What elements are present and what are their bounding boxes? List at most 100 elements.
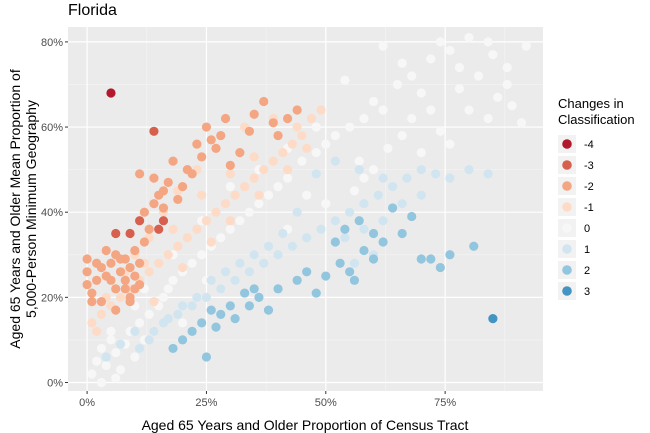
data-point-class--1 (225, 169, 235, 179)
data-point-class--2 (149, 173, 159, 183)
data-point-class-2 (368, 254, 379, 264)
data-point-class-1 (349, 258, 360, 268)
data-point-class-0 (225, 182, 235, 192)
data-point-class-2 (445, 250, 455, 260)
data-point-class--1 (230, 190, 240, 200)
legend-label: -2 (584, 181, 594, 193)
data-point-class--2 (216, 130, 226, 141)
legend-entry: -1 (558, 198, 594, 216)
data-point-class-2 (187, 326, 197, 336)
legend-title-line-1: Changes in (558, 96, 624, 111)
legend-swatch (562, 160, 572, 170)
data-point-class-2 (273, 284, 283, 294)
x-tick-label: 25% (195, 397, 217, 409)
legend-swatch (562, 202, 572, 212)
data-point-class-1 (464, 165, 474, 175)
data-point-class--1 (287, 139, 297, 149)
data-point-class--2 (125, 296, 135, 307)
data-point-class-2 (335, 258, 345, 268)
data-point-class--2 (135, 258, 145, 268)
data-point-class-0 (464, 33, 474, 43)
data-point-class-1 (378, 173, 388, 183)
data-point-class-1 (130, 326, 140, 336)
legend-label: -3 (584, 160, 594, 172)
data-point-class-0 (273, 182, 283, 192)
data-point-class-0 (168, 275, 178, 285)
data-point-class-1 (249, 250, 259, 260)
data-point-class-2 (368, 228, 379, 239)
data-point-class-0 (311, 147, 321, 158)
data-point-class-2 (211, 322, 221, 332)
data-point-class--1 (168, 224, 178, 234)
data-point-class--1 (306, 113, 317, 124)
data-point-class-0 (426, 54, 436, 64)
data-point-class-1 (192, 292, 202, 302)
data-point-class-0 (225, 224, 235, 234)
legend-entry: 1 (558, 240, 590, 258)
data-point-class-1 (292, 207, 302, 217)
data-point-class--1 (173, 241, 183, 251)
legend-swatch (562, 265, 572, 275)
data-point-class-1 (201, 292, 212, 302)
x-axis-ticks: 0% 25% 50% 75% (79, 391, 456, 409)
data-point-class-0 (378, 105, 388, 115)
data-point-class-0 (163, 284, 173, 294)
data-point-class-2 (345, 267, 355, 277)
data-point-class-0 (383, 143, 393, 153)
data-point-class-2 (230, 314, 240, 324)
data-point-class--2 (177, 182, 188, 192)
data-point-class--2 (92, 258, 102, 268)
data-point-class--2 (292, 105, 302, 115)
data-point-class--1 (197, 190, 207, 200)
data-point-class--2 (82, 279, 92, 290)
data-point-class-0 (521, 41, 531, 51)
data-point-class--2 (82, 267, 92, 277)
data-point-class--1 (259, 165, 269, 175)
data-point-class--1 (278, 147, 288, 158)
data-point-class-0 (445, 139, 455, 149)
data-point-class--1 (220, 199, 231, 209)
data-point-class--1 (249, 152, 259, 162)
data-point-class-1 (483, 169, 493, 179)
data-point-class-1 (302, 233, 312, 243)
x-tick-label: 50% (315, 397, 337, 409)
data-point-class-0 (397, 130, 407, 141)
data-point-class-1 (163, 314, 173, 324)
legend-entry: -3 (558, 156, 594, 174)
legend-swatch (562, 223, 572, 233)
data-point-class--2 (220, 113, 231, 124)
data-point-class-1 (287, 241, 297, 251)
data-point-class-1 (430, 169, 441, 179)
data-point-class-1 (135, 343, 145, 354)
data-point-class-2 (206, 305, 216, 315)
data-point-class-2 (197, 318, 207, 328)
y-axis-ticks: 0% 20% 40% 60% 80% (41, 37, 68, 389)
data-point-class-0 (349, 186, 360, 196)
data-point-class--2 (282, 113, 293, 124)
data-point-class--2 (273, 130, 283, 141)
legend-entries: -4 -3 -2 -1 0 1 2 3 (558, 135, 594, 300)
data-point-class-2 (177, 335, 188, 345)
data-point-class-0 (158, 292, 169, 302)
data-point-class-0 (368, 165, 379, 175)
data-point-class-2 (330, 237, 340, 247)
plot-panel (68, 27, 543, 391)
data-point-class--1 (316, 105, 326, 115)
data-point-class-1 (340, 233, 350, 243)
major-gridlines (68, 27, 543, 391)
data-point-class--1 (163, 250, 173, 260)
data-point-class-2 (378, 237, 388, 247)
y-axis-title-line-1: Aged 65 Years and Older Mean Proportion … (7, 69, 23, 349)
data-point-class-1 (101, 352, 111, 362)
data-point-class-0 (106, 335, 116, 345)
x-tick-label: 0% (79, 397, 95, 409)
data-point-class-0 (177, 318, 188, 328)
data-point-class--2 (111, 305, 121, 315)
data-point-class-0 (507, 101, 517, 111)
data-point-class--2 (130, 271, 140, 281)
data-point-class-1 (230, 275, 240, 285)
data-point-class-0 (197, 250, 207, 260)
data-point-class-0 (101, 360, 111, 371)
data-point-class-0 (144, 309, 154, 319)
legend-label: 0 (584, 223, 590, 235)
